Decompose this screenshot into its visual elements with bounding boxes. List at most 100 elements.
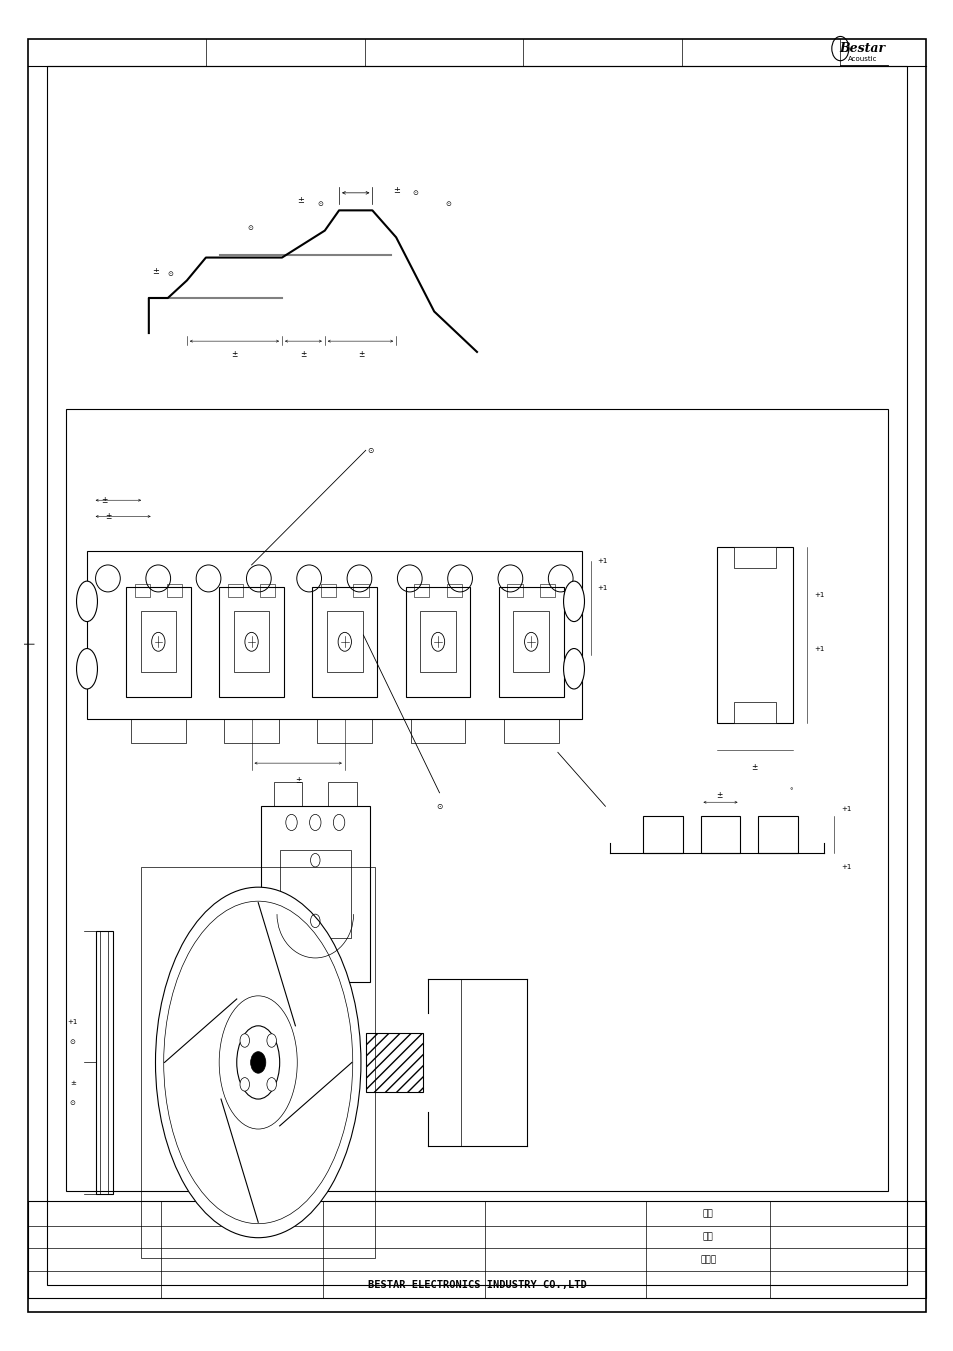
Text: 邵俨: 邵俨: [702, 1232, 713, 1242]
Ellipse shape: [196, 565, 221, 592]
Text: ±: ±: [231, 350, 237, 359]
Bar: [733, 703, 775, 723]
Ellipse shape: [563, 581, 584, 621]
Bar: [405, 586, 470, 697]
Text: +1: +1: [597, 585, 607, 590]
Bar: [498, 586, 563, 697]
Bar: [126, 586, 191, 697]
Bar: [320, 584, 335, 597]
Bar: [66, 408, 887, 1190]
Circle shape: [240, 1078, 250, 1092]
Bar: [260, 584, 275, 597]
Bar: [419, 612, 456, 673]
Bar: [28, 1201, 925, 1298]
Text: ±: ±: [294, 777, 301, 785]
Bar: [503, 719, 558, 743]
Text: +1: +1: [814, 646, 823, 651]
Ellipse shape: [236, 1025, 279, 1100]
Bar: [233, 612, 269, 673]
Bar: [87, 551, 581, 719]
Bar: [507, 584, 522, 597]
Text: ⊙: ⊙: [248, 224, 253, 231]
Text: Acoustic: Acoustic: [846, 57, 876, 62]
Bar: [224, 719, 279, 743]
Text: ±: ±: [716, 790, 722, 800]
Ellipse shape: [563, 648, 584, 689]
Text: ⊙: ⊙: [70, 1100, 75, 1106]
Text: ⊙: ⊙: [367, 446, 374, 455]
Text: 赵峦: 赵峦: [227, 1209, 237, 1219]
Bar: [365, 1032, 422, 1092]
Text: |: |: [23, 640, 33, 643]
Circle shape: [267, 1034, 276, 1047]
Bar: [141, 867, 375, 1258]
Bar: [134, 584, 150, 597]
Ellipse shape: [246, 565, 271, 592]
Text: +1: +1: [840, 863, 850, 870]
Ellipse shape: [397, 565, 422, 592]
Bar: [296, 982, 334, 996]
Text: ±: ±: [152, 266, 159, 276]
Bar: [167, 584, 182, 597]
Ellipse shape: [347, 565, 372, 592]
Bar: [131, 719, 186, 743]
Text: ±: ±: [70, 1079, 75, 1086]
Ellipse shape: [497, 565, 522, 592]
Bar: [279, 850, 351, 938]
Text: ±: ±: [300, 350, 307, 359]
Ellipse shape: [296, 565, 321, 592]
Text: +1: +1: [814, 592, 823, 597]
Bar: [446, 584, 461, 597]
Bar: [733, 547, 775, 567]
Text: ⊙: ⊙: [412, 190, 417, 196]
Bar: [274, 782, 302, 807]
Bar: [140, 612, 176, 673]
Bar: [700, 816, 740, 854]
Text: ±: ±: [101, 496, 107, 505]
Bar: [228, 584, 243, 597]
Bar: [539, 584, 555, 597]
Bar: [513, 612, 548, 673]
Text: 李红元: 李红元: [700, 1255, 716, 1265]
Text: Bestar: Bestar: [839, 42, 884, 55]
Bar: [219, 586, 284, 697]
Bar: [414, 584, 429, 597]
Bar: [757, 816, 797, 854]
Ellipse shape: [95, 565, 120, 592]
Ellipse shape: [155, 888, 360, 1238]
Text: 赵峦: 赵峦: [702, 1209, 713, 1219]
Text: ⊙: ⊙: [316, 200, 323, 207]
Bar: [317, 719, 372, 743]
Text: ⊙: ⊙: [70, 1039, 75, 1046]
Text: ±: ±: [105, 512, 111, 521]
Ellipse shape: [447, 565, 472, 592]
Text: ±: ±: [393, 185, 399, 195]
Circle shape: [251, 1051, 266, 1073]
Bar: [410, 719, 465, 743]
Bar: [313, 586, 376, 697]
Text: ⊙: ⊙: [436, 801, 442, 811]
Ellipse shape: [219, 996, 297, 1129]
Bar: [95, 931, 112, 1194]
Text: +1: +1: [840, 807, 850, 812]
Bar: [260, 807, 370, 982]
Text: +1: +1: [597, 558, 607, 563]
Bar: [327, 612, 362, 673]
Bar: [716, 547, 792, 723]
Text: °: °: [788, 789, 792, 794]
Text: ⊙: ⊙: [168, 270, 173, 277]
Ellipse shape: [548, 565, 573, 592]
Ellipse shape: [146, 565, 171, 592]
Ellipse shape: [76, 581, 97, 621]
Text: ±: ±: [297, 196, 304, 205]
Text: ±: ±: [357, 350, 364, 359]
Text: ⊙: ⊙: [445, 200, 451, 207]
Bar: [353, 584, 368, 597]
Circle shape: [240, 1034, 250, 1047]
Bar: [328, 782, 356, 807]
Text: +1: +1: [68, 1019, 78, 1025]
Ellipse shape: [164, 901, 353, 1224]
Ellipse shape: [76, 648, 97, 689]
Bar: [642, 816, 682, 854]
Circle shape: [267, 1078, 276, 1092]
